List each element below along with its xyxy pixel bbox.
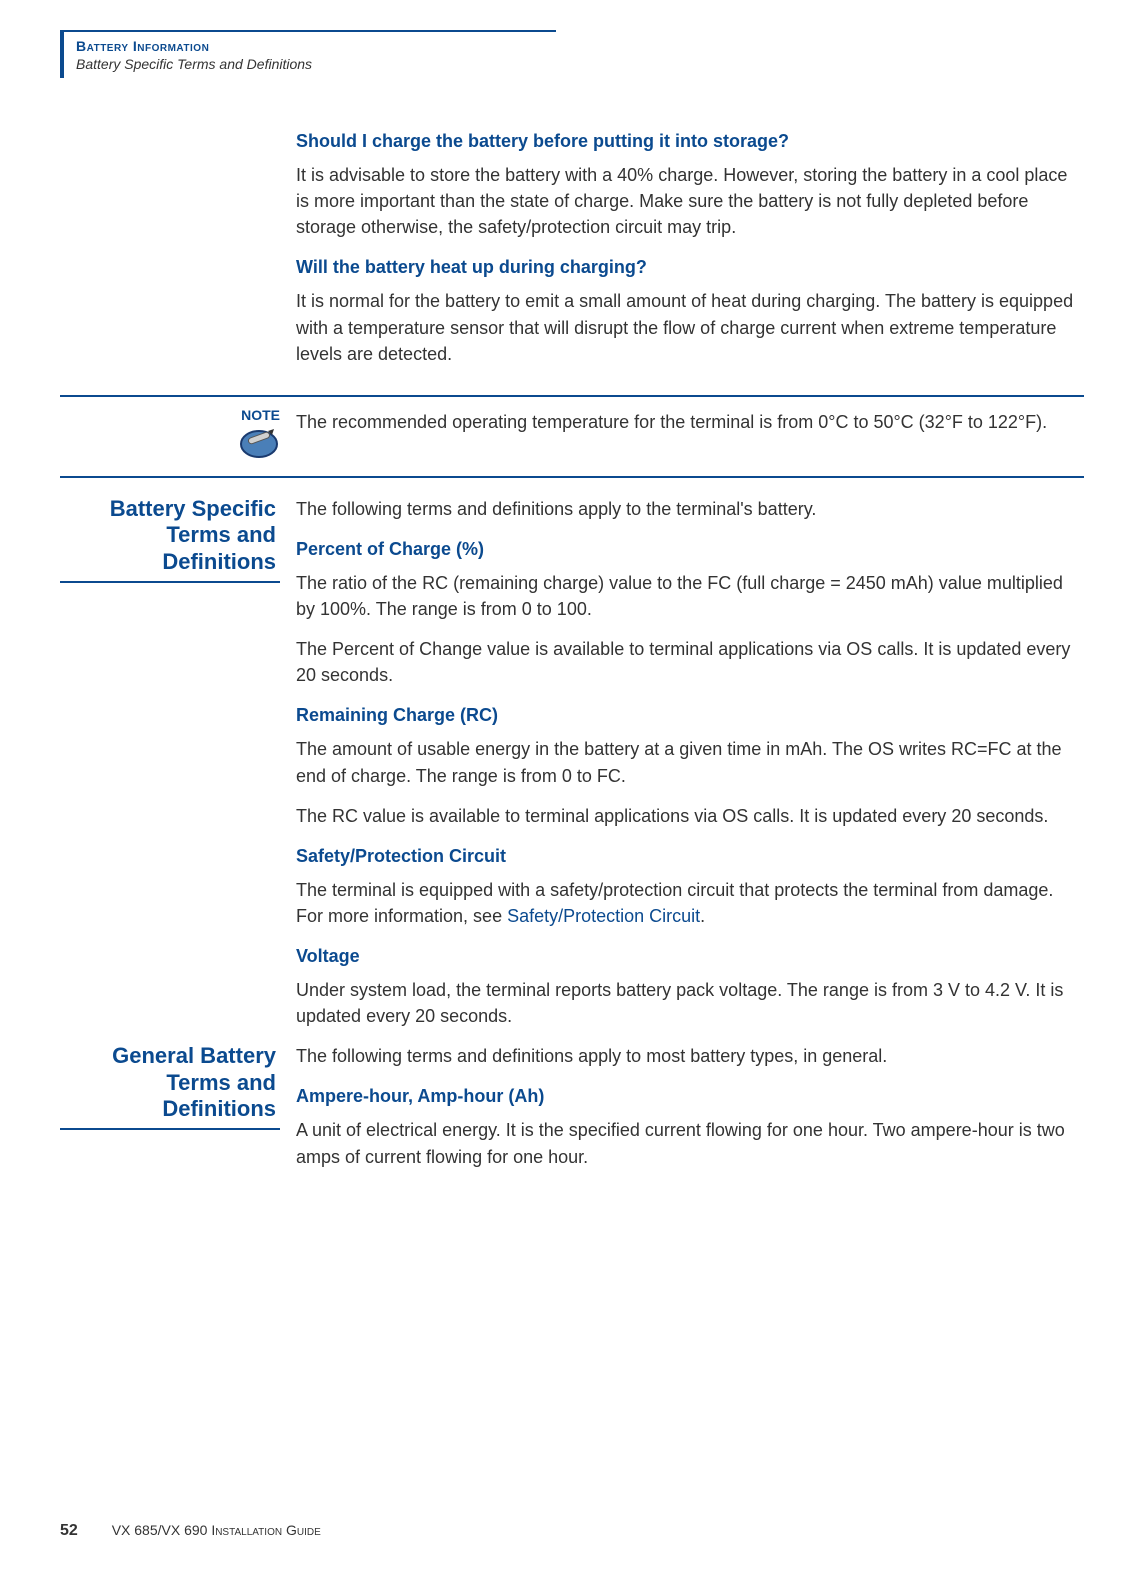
faq-answer-2: It is normal for the battery to emit a s… — [296, 288, 1084, 366]
page: Battery Information Battery Specific Ter… — [0, 0, 1144, 1570]
section-heading-1: Battery Specific Terms and Definitions — [60, 496, 280, 583]
sub-voltage: Voltage — [296, 943, 1084, 969]
sub-percent-charge: Percent of Charge (%) — [296, 536, 1084, 562]
note-text: The recommended operating temperature fo… — [296, 407, 1084, 466]
page-number: 52 — [60, 1522, 78, 1539]
running-header: Battery Information Battery Specific Ter… — [60, 30, 556, 78]
section2-intro: The following terms and definitions appl… — [296, 1043, 1084, 1069]
sub-remaining-charge: Remaining Charge (RC) — [296, 702, 1084, 728]
safety-p1: The terminal is equipped with a safety/p… — [296, 877, 1084, 929]
safety-text-post: . — [700, 906, 705, 926]
footer-guide-title: VX 685/VX 690 Installation Guide — [112, 1522, 321, 1538]
section-heading-2: General Battery Terms and Definitions — [60, 1043, 280, 1130]
rc-p2: The RC value is available to terminal ap… — [296, 803, 1084, 829]
safety-link[interactable]: Safety/Protection Circuit — [507, 906, 700, 926]
sub-ampere-hour: Ampere-hour, Amp-hour (Ah) — [296, 1083, 1084, 1109]
section-general-battery: General Battery Terms and Definitions Th… — [60, 1043, 1084, 1183]
faq-answer-1: It is advisable to store the battery wit… — [296, 162, 1084, 240]
percent-p1: The ratio of the RC (remaining charge) v… — [296, 570, 1084, 622]
page-footer: 52 VX 685/VX 690 Installation Guide — [60, 1522, 321, 1540]
ah-p1: A unit of electrical energy. It is the s… — [296, 1117, 1084, 1169]
pencil-note-icon — [238, 427, 280, 466]
sub-safety-circuit: Safety/Protection Circuit — [296, 843, 1084, 869]
chapter-subtitle: Battery Specific Terms and Definitions — [76, 56, 556, 72]
faq-question-2: Will the battery heat up during charging… — [296, 254, 1084, 280]
note-callout: NOTE The recommended operating temperatu… — [60, 395, 1084, 478]
chapter-title: Battery Information — [76, 38, 556, 54]
faq-question-1: Should I charge the battery before putti… — [296, 128, 1084, 154]
section-battery-specific: Battery Specific Terms and Definitions T… — [60, 496, 1084, 1044]
voltage-p1: Under system load, the terminal reports … — [296, 977, 1084, 1029]
rc-p1: The amount of usable energy in the batte… — [296, 736, 1084, 788]
percent-p2: The Percent of Change value is available… — [296, 636, 1084, 688]
faq-block: Should I charge the battery before putti… — [60, 128, 1084, 381]
note-label: NOTE — [60, 407, 280, 423]
section1-intro: The following terms and definitions appl… — [296, 496, 1084, 522]
